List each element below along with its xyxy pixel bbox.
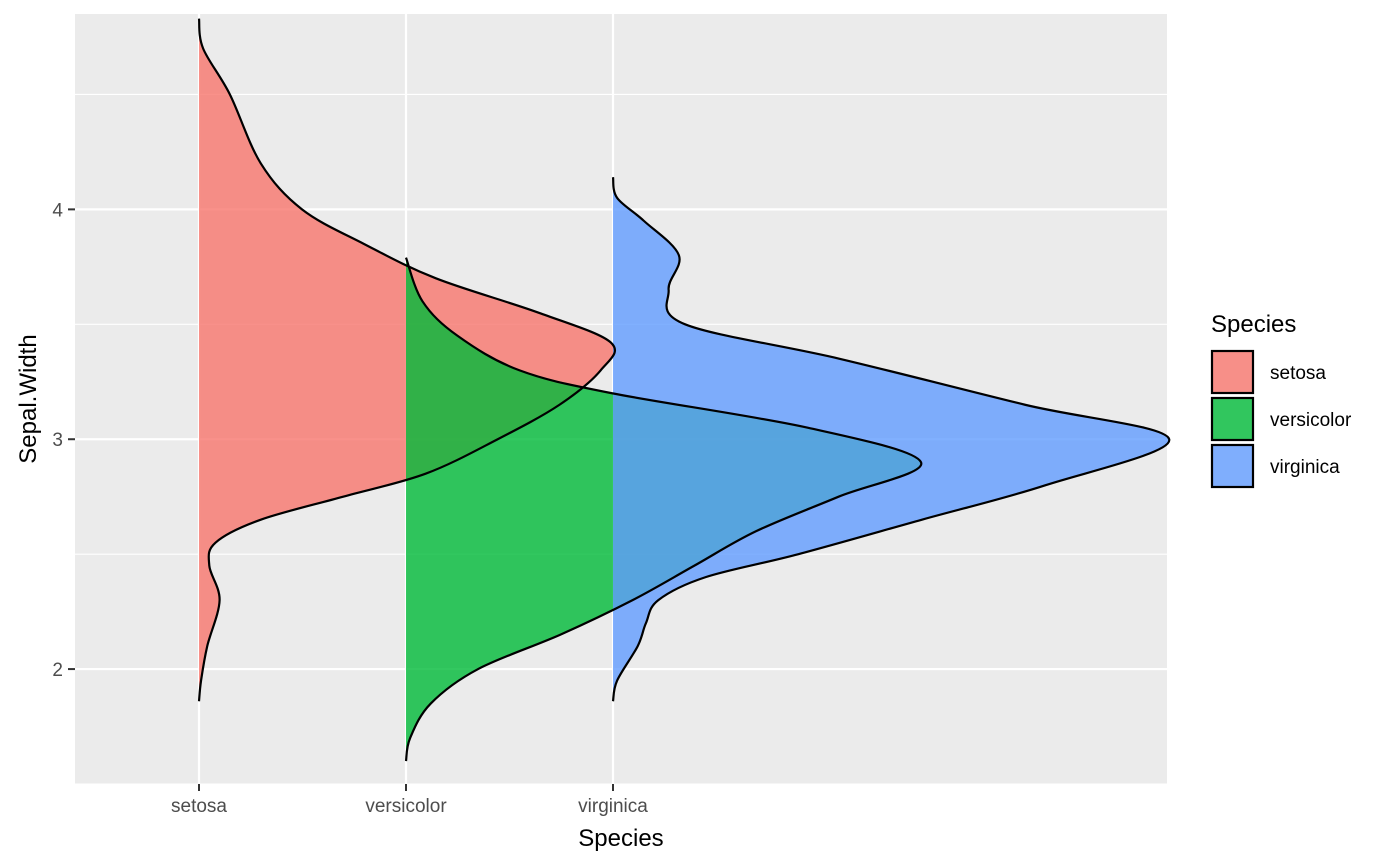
legend-key-versicolor xyxy=(1210,396,1255,442)
density-areas xyxy=(197,18,1171,762)
y-axis-title: Sepal.Width xyxy=(15,334,42,463)
density-fill-virginica xyxy=(613,177,1170,702)
legend-label: virginica xyxy=(1270,457,1340,478)
density-outline-virginica xyxy=(611,176,1171,702)
legend-key-setosa xyxy=(1210,349,1255,395)
x-tick-label: versicolor xyxy=(365,796,447,817)
axes: 2 3 4 setosa versicolor virginica xyxy=(52,200,648,817)
x-axis-title: Species xyxy=(578,825,663,852)
legend-label: versicolor xyxy=(1270,410,1352,431)
x-tick-label: setosa xyxy=(171,796,227,817)
y-tick-label: 3 xyxy=(52,430,63,451)
legend: Species setosa versicolor virginica xyxy=(1210,311,1352,489)
density-outline-setosa xyxy=(197,18,617,702)
legend-title: Species xyxy=(1211,311,1296,338)
x-tick-label: virginica xyxy=(578,796,648,817)
legend-label: setosa xyxy=(1270,363,1326,384)
y-tick-label: 4 xyxy=(52,200,63,221)
legend-key-virginica xyxy=(1210,443,1255,489)
y-tick-label: 2 xyxy=(52,660,63,681)
density-outline-versicolor xyxy=(404,257,923,762)
